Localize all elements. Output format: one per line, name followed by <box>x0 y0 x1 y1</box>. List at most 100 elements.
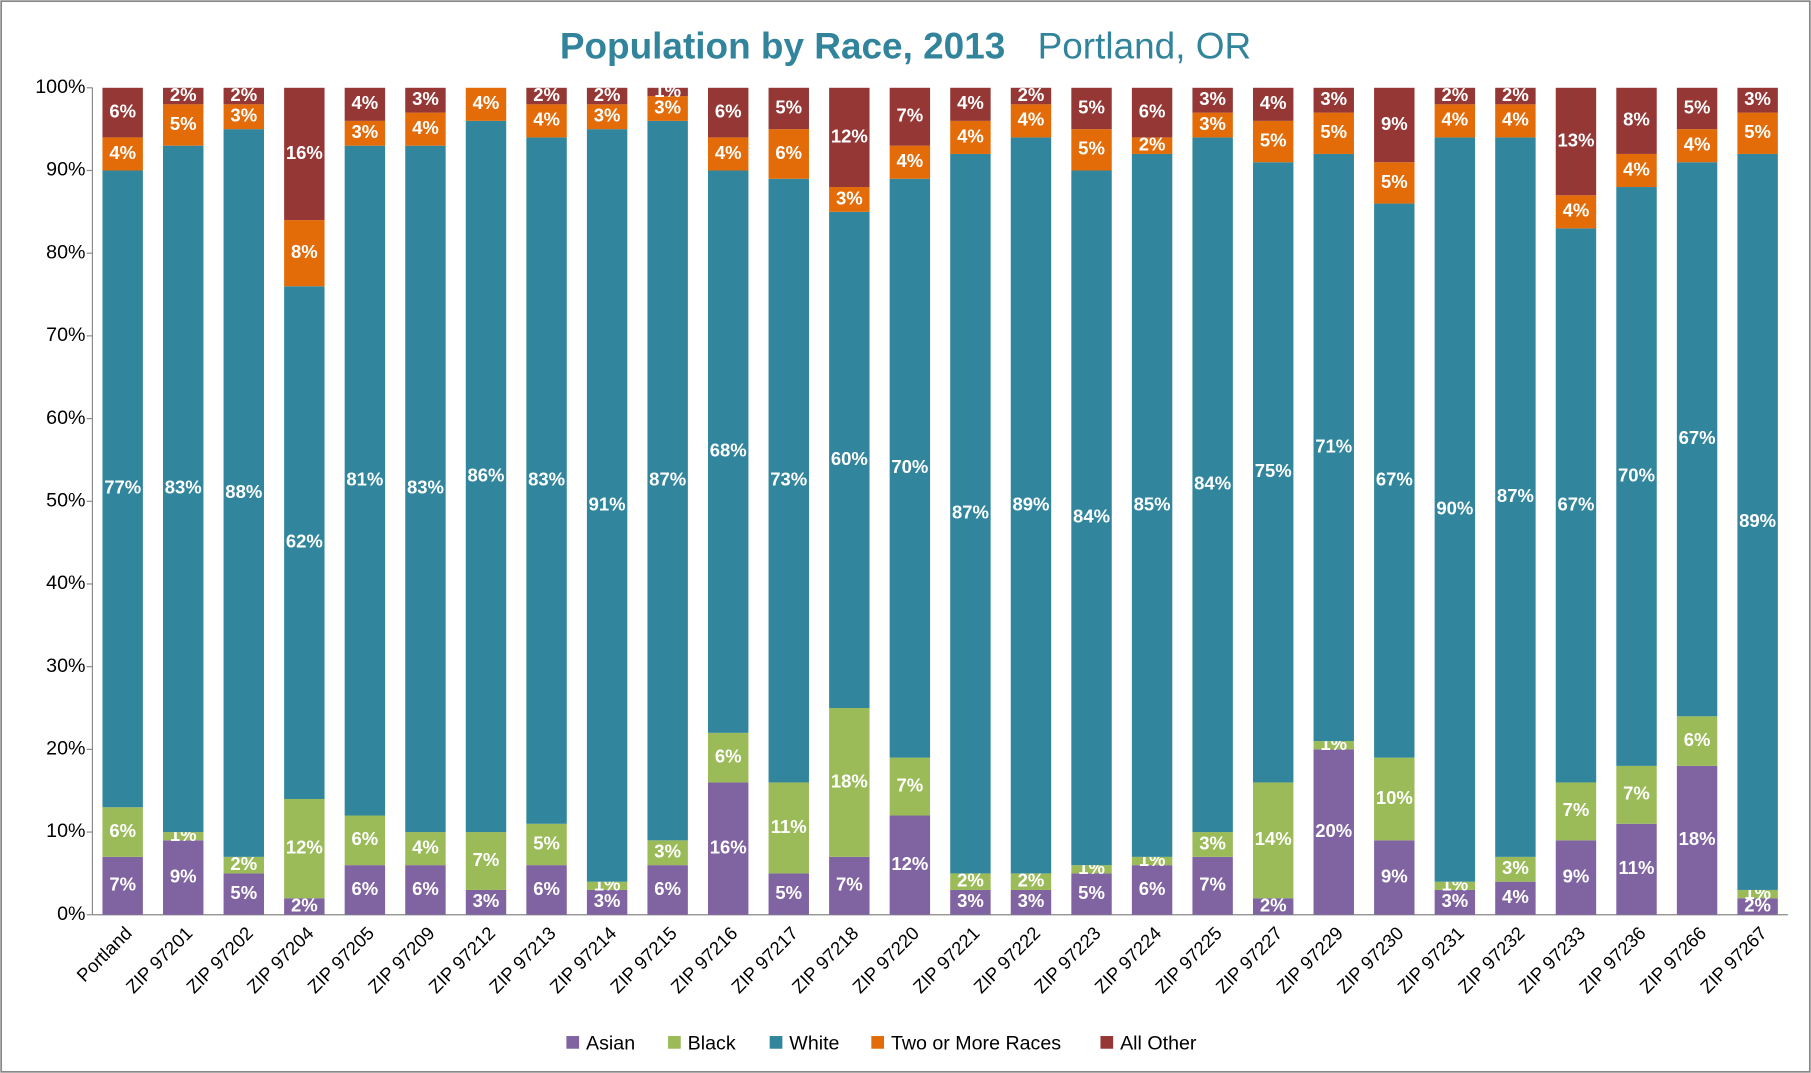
bar-segment <box>526 865 567 915</box>
y-tick-label: 30% <box>46 655 85 677</box>
data-label: 84% <box>1073 506 1110 527</box>
bar-segment <box>102 87 143 138</box>
bar-segment <box>1737 889 1778 899</box>
data-label: 3% <box>473 890 500 911</box>
data-label: 4% <box>1623 158 1650 179</box>
legend-label: Black <box>688 1032 736 1054</box>
bar-segment <box>284 286 325 799</box>
bar-segment <box>1131 865 1173 915</box>
bar-segment <box>1010 873 1052 890</box>
bar-segment <box>1737 87 1778 113</box>
bar-segment <box>1131 137 1173 154</box>
legend-swatch <box>871 1036 885 1049</box>
bar-segment <box>1131 856 1173 866</box>
data-label: 3% <box>1018 890 1045 911</box>
data-label: 12% <box>286 836 323 857</box>
legend-label: All Other <box>1120 1032 1197 1054</box>
bar-segment <box>284 87 325 221</box>
data-label: 2% <box>1139 134 1166 155</box>
bar-segment <box>829 187 870 212</box>
data-label: 70% <box>1618 464 1655 485</box>
bar-segment <box>223 856 264 874</box>
data-label: 4% <box>1684 134 1711 155</box>
bar-segment <box>1495 104 1536 138</box>
bar-segment <box>102 137 143 171</box>
y-tick-label: 100% <box>35 76 85 98</box>
data-label: 4% <box>533 109 560 130</box>
bar-segment <box>586 889 628 915</box>
data-label: 2% <box>1744 894 1771 915</box>
bar-segment <box>829 856 870 915</box>
data-label: 87% <box>1497 485 1534 506</box>
data-label: 91% <box>589 493 626 514</box>
data-label: 3% <box>352 121 379 142</box>
data-label: 4% <box>1502 886 1529 907</box>
bar-segment <box>707 170 749 733</box>
data-label: 83% <box>528 468 565 489</box>
bar-segment <box>465 87 507 121</box>
bar-segment <box>768 87 809 130</box>
bar-segment <box>768 178 809 783</box>
data-label: 5% <box>1078 96 1105 117</box>
bar-segment <box>1555 195 1597 229</box>
legend-swatch <box>668 1036 681 1049</box>
data-label: 4% <box>1018 109 1045 130</box>
bar-segment <box>647 87 688 97</box>
bar-segment <box>707 87 749 138</box>
data-label: 5% <box>775 96 802 117</box>
bar-segment <box>1131 87 1173 138</box>
data-label: 81% <box>346 468 383 489</box>
data-label: 4% <box>957 125 984 146</box>
data-label: 5% <box>1078 882 1105 903</box>
data-label: 16% <box>710 836 747 857</box>
bar-segment <box>647 865 688 915</box>
bar-segment <box>465 889 507 915</box>
bar-segment <box>344 87 386 121</box>
bar-segment <box>344 865 386 915</box>
data-label: 8% <box>291 241 318 262</box>
data-label: 18% <box>1679 828 1716 849</box>
data-label: 7% <box>897 105 924 126</box>
data-label: 3% <box>594 890 621 911</box>
data-label: 7% <box>897 774 924 795</box>
bar-segment <box>163 832 204 841</box>
data-label: 67% <box>1557 493 1594 514</box>
data-label: 6% <box>352 828 379 849</box>
data-label: 3% <box>1199 88 1226 109</box>
bar-segment <box>1252 898 1294 915</box>
y-tick-label: 10% <box>46 820 85 842</box>
bar-segment <box>223 87 264 105</box>
bar-segment <box>1616 153 1657 188</box>
data-label: 71% <box>1315 435 1352 456</box>
bar-segment <box>1616 765 1657 824</box>
bar-segment <box>102 807 143 857</box>
bar-segment <box>950 120 991 154</box>
data-label: 4% <box>473 92 500 113</box>
bar-segment <box>163 87 204 105</box>
data-label: 6% <box>715 746 742 767</box>
data-label: 86% <box>468 464 505 485</box>
data-label: 8% <box>1623 109 1650 130</box>
bar-segment <box>950 889 991 915</box>
data-label: 7% <box>1199 874 1226 895</box>
data-label: 5% <box>1260 129 1287 150</box>
bar-segment <box>1374 840 1415 915</box>
bar-segment <box>950 87 991 121</box>
bar-segment <box>1313 741 1354 750</box>
bar-segment <box>1313 87 1354 113</box>
bar-segment <box>1252 87 1294 121</box>
bar-segment <box>526 823 567 866</box>
bar-segment <box>1737 112 1778 154</box>
legend-label: Two or More Races <box>891 1032 1061 1054</box>
bar-segment <box>1555 840 1597 915</box>
bar-segment <box>465 832 507 890</box>
bar-segment <box>284 798 325 899</box>
data-label: 60% <box>831 448 868 469</box>
data-label: 6% <box>715 100 742 121</box>
bar-segment <box>1192 832 1233 857</box>
chart-subtitle: Portland, OR <box>1038 25 1252 66</box>
bar-segment <box>1495 137 1536 857</box>
data-label: 5% <box>533 832 560 853</box>
data-label: 3% <box>654 96 681 117</box>
data-label: 12% <box>891 853 928 874</box>
